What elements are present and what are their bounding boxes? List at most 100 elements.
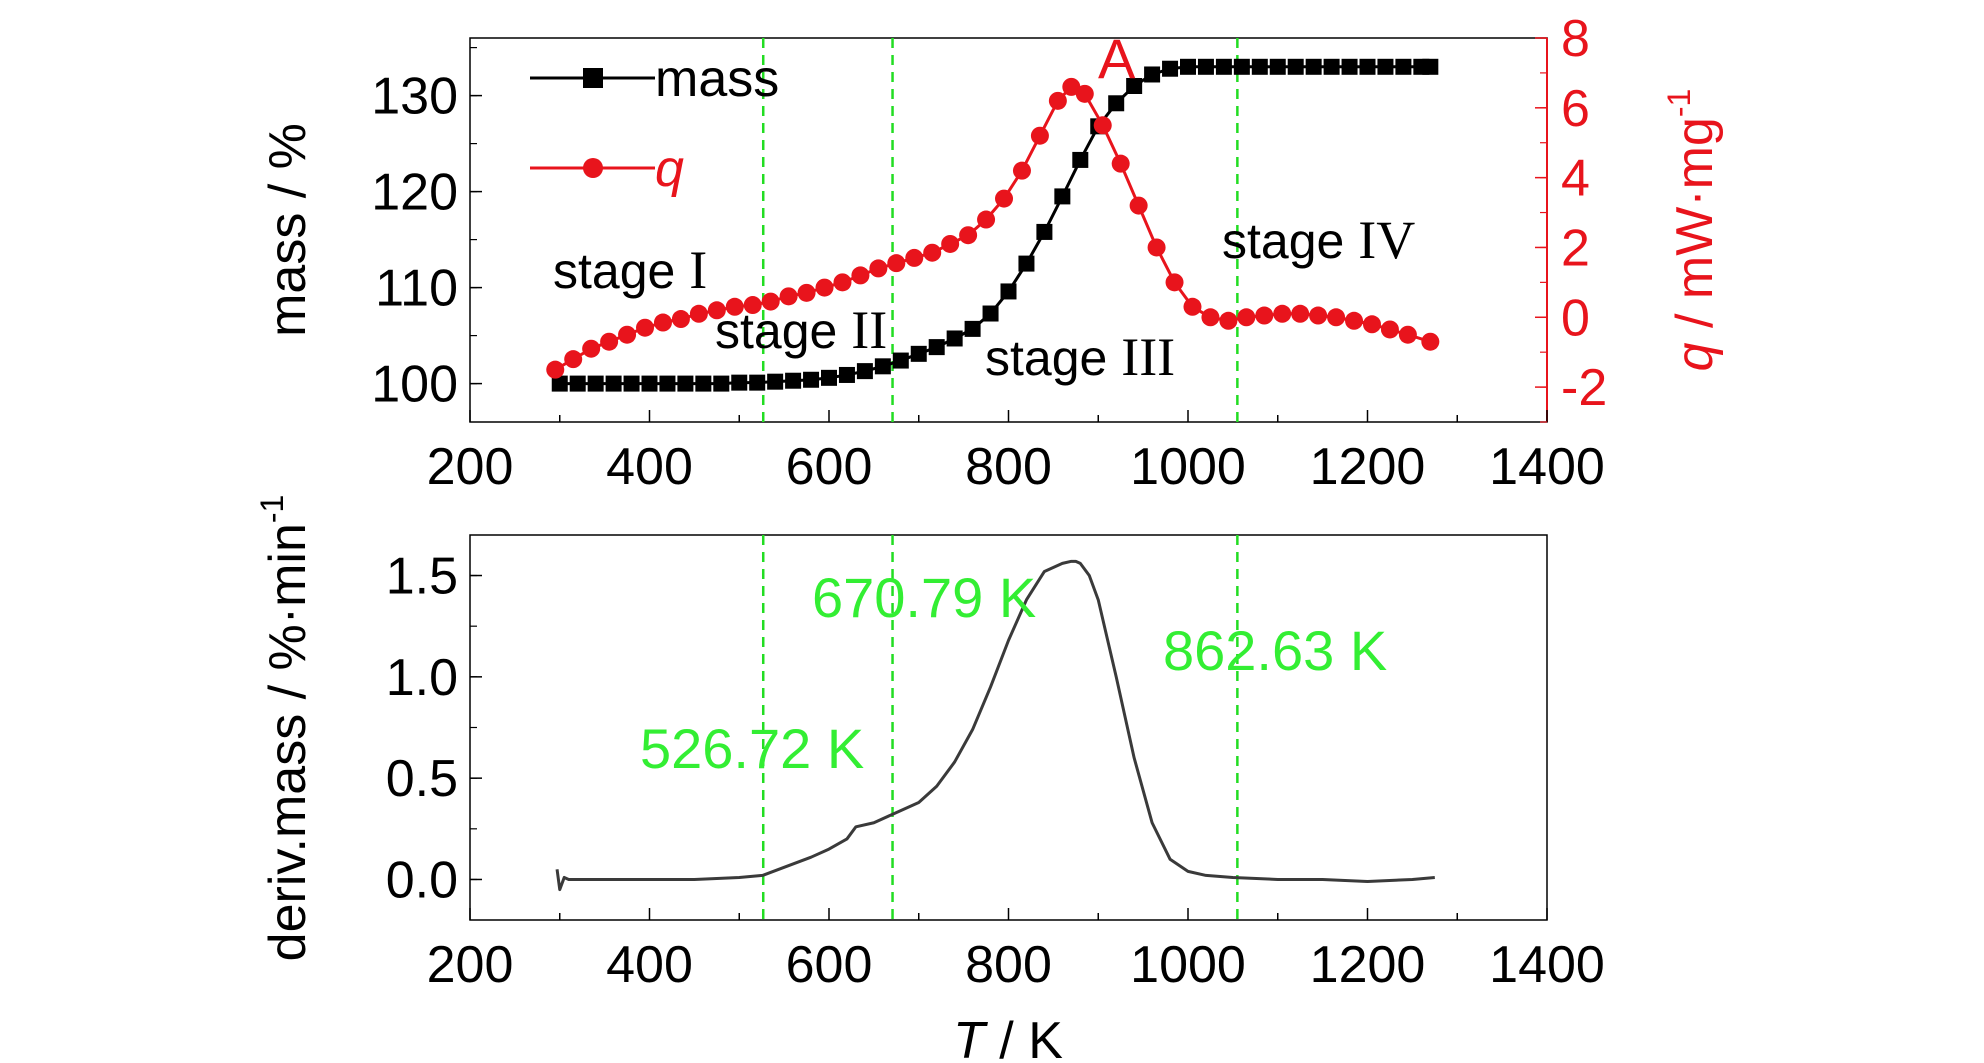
- q-point: [1273, 304, 1292, 323]
- q-point: [653, 313, 672, 332]
- stage-label-2-prefix: stage: [715, 303, 851, 359]
- q-point: [1062, 77, 1081, 96]
- mass-point: [1072, 151, 1089, 168]
- q-point: [1111, 154, 1130, 173]
- annotation-862-63k: 862.63 K: [1163, 619, 1387, 682]
- q-point: [1075, 84, 1094, 103]
- q-point: [689, 304, 708, 323]
- mass-point: [1162, 60, 1179, 77]
- mass-point: [1287, 58, 1304, 75]
- x-tick-label: 600: [786, 438, 873, 496]
- y2-axis-title-symbol: q: [1666, 342, 1724, 371]
- mass-point: [1323, 58, 1340, 75]
- y-axis-title-deriv-sup: -1: [254, 495, 290, 523]
- q-point: [546, 360, 565, 379]
- stage-label-3-numeral: III: [1121, 327, 1175, 387]
- q-point: [1093, 116, 1112, 135]
- q-point: [743, 296, 762, 315]
- y-tick-label: 0.5: [386, 750, 458, 808]
- x-tick-label: 200: [427, 936, 514, 994]
- x-tick-label: 800: [965, 438, 1052, 496]
- q-point: [797, 283, 816, 302]
- q-point: [1327, 308, 1346, 327]
- q-point: [1345, 311, 1364, 330]
- stage-label-2-numeral: II: [851, 300, 887, 360]
- y-tick-label: 120: [371, 164, 458, 222]
- x-tick-label: 1000: [1130, 438, 1246, 496]
- bottom-panel: 200 400 600 800 1000 1200 1400 0.0 0.5 1.0 1.5 de…: [254, 495, 1605, 1063]
- q-point: [1421, 332, 1440, 351]
- mass-point: [1036, 223, 1053, 240]
- q-point: [636, 318, 655, 337]
- x-tick-label: 1200: [1310, 936, 1426, 994]
- q-point: [761, 292, 780, 311]
- mass-point: [821, 369, 837, 386]
- q-point: [582, 339, 601, 358]
- q-point: [977, 210, 996, 229]
- q-point: [1201, 308, 1220, 327]
- q-point: [671, 310, 690, 329]
- q-point: [1129, 196, 1148, 215]
- legend: mass q: [530, 50, 779, 198]
- mass-point: [964, 320, 981, 337]
- y-tick-label: 100: [371, 356, 458, 414]
- q-point: [725, 297, 744, 316]
- peak-annotation-a: A: [1098, 27, 1136, 90]
- mass-point: [767, 373, 784, 390]
- legend-q-label: q: [655, 140, 684, 198]
- y-tick-label: 1.0: [386, 649, 458, 707]
- mass-point: [1341, 58, 1358, 75]
- mass-point: [677, 375, 694, 392]
- q-point: [618, 325, 637, 344]
- q-point: [1255, 306, 1274, 325]
- mass-point: [1215, 58, 1232, 75]
- mass-point: [569, 375, 586, 392]
- mass-point: [892, 352, 909, 369]
- q-point: [600, 332, 619, 351]
- mass-point: [749, 374, 766, 391]
- q-point: [851, 266, 870, 285]
- legend-q-marker: [583, 158, 603, 178]
- x-tick-label: 600: [786, 936, 873, 994]
- mass-point: [1269, 58, 1286, 75]
- q-point: [564, 350, 583, 369]
- x-tick-label: 200: [427, 438, 514, 496]
- q-point: [779, 287, 798, 306]
- mass-point: [695, 375, 712, 392]
- mass-point: [1251, 58, 1268, 75]
- stage-label-4: stage IV: [1222, 210, 1415, 270]
- y-tick-label: 130: [371, 68, 458, 126]
- x-tick-label: 1200: [1310, 438, 1426, 496]
- x-tick-label: 400: [606, 936, 693, 994]
- q-point: [1380, 320, 1399, 339]
- mass-point: [1108, 95, 1125, 112]
- x-tick-label: 1400: [1489, 936, 1605, 994]
- annotation-526-72k: 526.72 K: [640, 717, 864, 780]
- mass-point: [1305, 58, 1322, 75]
- legend-mass-label: mass: [655, 50, 779, 108]
- q-point: [887, 254, 906, 273]
- q-point: [1398, 325, 1417, 344]
- mass-point: [713, 375, 730, 392]
- q-point: [815, 278, 834, 297]
- mass-point: [731, 374, 748, 391]
- stage-label-2: stage II: [715, 300, 887, 360]
- legend-mass-marker: [583, 68, 603, 88]
- q-point: [1362, 315, 1381, 334]
- mass-point: [910, 345, 927, 362]
- q-point: [923, 243, 942, 262]
- q-point: [1183, 297, 1202, 316]
- mass-point: [946, 330, 963, 347]
- mass-point: [587, 375, 604, 392]
- mass-point: [982, 305, 999, 322]
- stage-label-4-numeral: IV: [1358, 210, 1415, 270]
- y2-tick-label: 8: [1561, 10, 1590, 68]
- mass-point: [856, 363, 873, 380]
- q-point: [1219, 311, 1238, 330]
- y2-axis-title-sup: -1: [1661, 89, 1697, 117]
- x-tick-label: 1000: [1130, 936, 1246, 994]
- mass-point: [1197, 58, 1214, 75]
- mass-point: [1126, 78, 1143, 94]
- stage-label-1: stage I: [553, 240, 707, 300]
- mass-point: [838, 366, 855, 383]
